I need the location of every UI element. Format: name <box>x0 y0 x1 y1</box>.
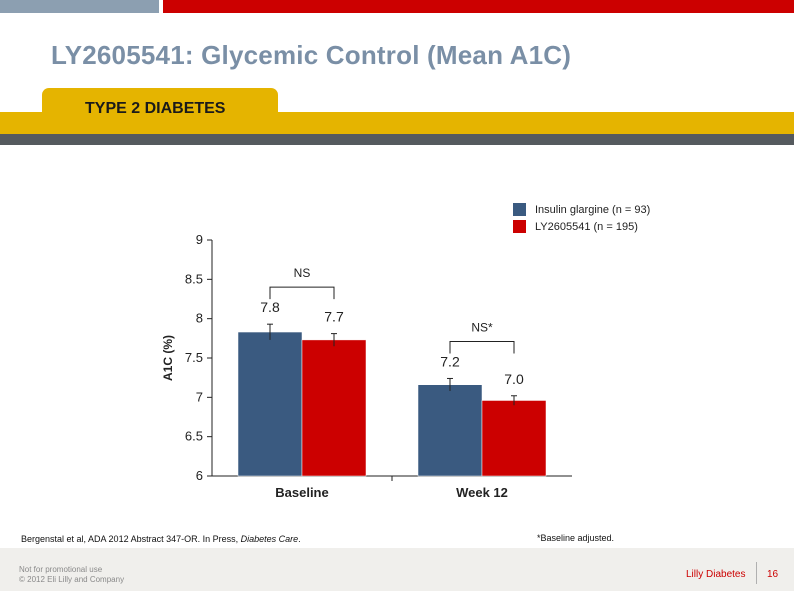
y-tick-label: 6.5 <box>185 429 203 444</box>
baseline-footnote: *Baseline adjusted. <box>537 533 615 543</box>
footer-notice-line1: Not for promotional use <box>19 565 103 574</box>
data-label: 7.0 <box>504 371 524 387</box>
y-tick-label: 9 <box>196 232 203 247</box>
legend-swatch-glargine <box>513 203 526 216</box>
significance-bracket <box>449 340 515 354</box>
bar-ly2605541 <box>301 339 367 477</box>
footer-notice: Not for promotional use © 2012 Eli Lilly… <box>19 565 124 585</box>
y-tick-label: 8 <box>196 311 203 326</box>
footer-separator <box>756 562 757 584</box>
slide-title: LY2605541: Glycemic Control (Mean A1C) <box>51 40 572 70</box>
footer: Not for promotional use © 2012 Eli Lilly… <box>0 548 794 591</box>
footer-notice-line2: © 2012 Eli Lilly and Company <box>19 575 125 584</box>
reference-text: Bergenstal et al, ADA 2012 Abstract 347-… <box>21 534 241 544</box>
y-axis-label: A1C (%) <box>161 335 175 381</box>
x-tick-label: Week 12 <box>456 485 508 500</box>
x-tick-label: Baseline <box>275 485 328 500</box>
reference-footnote: Bergenstal et al, ADA 2012 Abstract 347-… <box>21 534 301 544</box>
page-number: 16 <box>767 569 779 580</box>
y-tick-label: 8.5 <box>185 271 203 286</box>
top-bar-red <box>163 0 794 13</box>
chart-legend: Insulin glargine (n = 93) LY2605541 (n =… <box>513 201 650 235</box>
legend-label-glargine: Insulin glargine (n = 93) <box>535 203 651 216</box>
significance-label: NS* <box>471 320 493 334</box>
reference-period: . <box>298 534 301 544</box>
section-band-shadow <box>0 134 794 145</box>
y-tick-label: 6 <box>196 468 203 483</box>
top-bar-gray <box>0 0 159 13</box>
data-label: 7.8 <box>260 299 280 315</box>
bar-glargine <box>417 384 483 477</box>
bar-ly2605541 <box>481 400 547 477</box>
section-tab-label: TYPE 2 DIABETES <box>85 100 226 117</box>
legend-label-ly2605541: LY2605541 (n = 195) <box>535 220 638 233</box>
legend-item-ly2605541: LY2605541 (n = 195) <box>513 218 650 235</box>
y-tick-label: 7 <box>196 389 203 404</box>
data-label: 7.2 <box>440 353 460 369</box>
data-label: 7.7 <box>324 309 344 325</box>
legend-item-glargine: Insulin glargine (n = 93) <box>513 201 650 218</box>
significance-bracket <box>269 286 335 300</box>
footer-brand: Lilly Diabetes <box>686 569 746 580</box>
significance-label: NS <box>294 266 311 280</box>
reference-journal: Diabetes Care <box>240 534 299 544</box>
section-tab: TYPE 2 DIABETES <box>42 88 278 134</box>
y-tick-label: 7.5 <box>185 350 203 365</box>
bar-glargine <box>237 331 303 477</box>
legend-swatch-ly2605541 <box>513 220 526 233</box>
